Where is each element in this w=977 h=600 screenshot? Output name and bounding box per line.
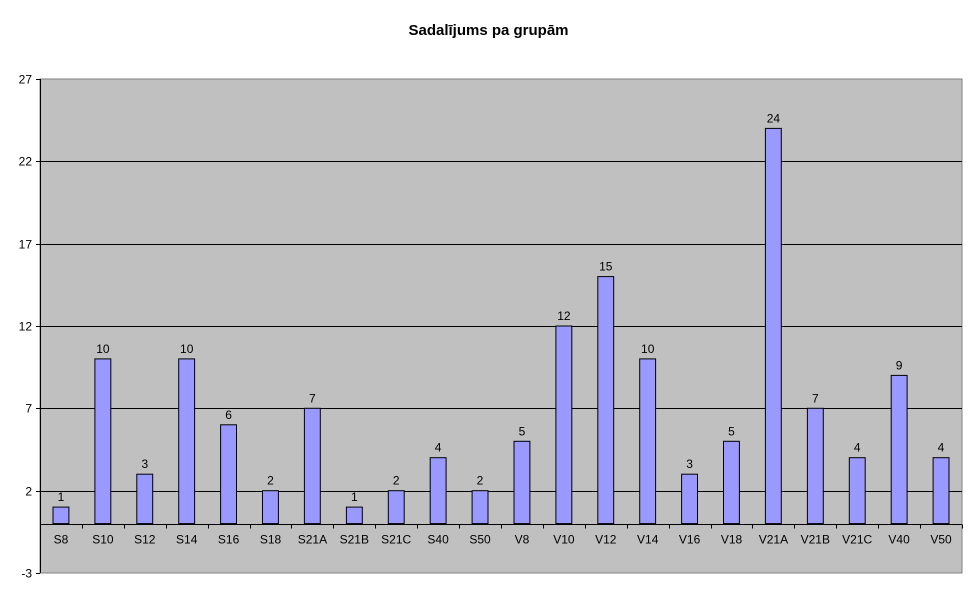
- bar-S21B: [345, 506, 363, 525]
- bar-V18: [723, 440, 740, 525]
- bar-V21A: [764, 127, 782, 525]
- y-tick-label: 12: [19, 320, 33, 334]
- category-label-V18: V18: [721, 533, 743, 547]
- category-label-S21B: S21B: [340, 533, 369, 547]
- category-label-V50: V50: [930, 533, 952, 547]
- data-label-V21B: 7: [812, 391, 819, 405]
- data-label-V8: 5: [519, 424, 526, 438]
- data-label-S40: 4: [435, 441, 442, 455]
- category-label-S14: S14: [176, 533, 198, 547]
- bar-S18: [262, 490, 279, 525]
- bar-V12: [597, 276, 615, 525]
- category-label-S50: S50: [469, 533, 491, 547]
- data-label-V50: 4: [938, 441, 945, 455]
- category-label-S16: S16: [218, 533, 240, 547]
- category-label-V40: V40: [888, 533, 910, 547]
- category-label-V12: V12: [595, 533, 617, 547]
- category-label-S8: S8: [54, 533, 69, 547]
- y-tick-label: 17: [19, 238, 33, 252]
- category-label-S18: S18: [260, 533, 282, 547]
- category-label-V16: V16: [679, 533, 701, 547]
- category-label-V21A: V21A: [759, 533, 788, 547]
- y-tick-label: 7: [25, 402, 32, 416]
- category-label-V10: V10: [553, 533, 575, 547]
- data-label-V18: 5: [728, 424, 735, 438]
- category-label-S21C: S21C: [381, 533, 411, 547]
- data-label-S18: 2: [267, 474, 274, 488]
- data-label-S21A: 7: [309, 391, 316, 405]
- category-label-V21C: V21C: [842, 533, 872, 547]
- category-label-S40: S40: [427, 533, 449, 547]
- data-label-V21C: 4: [854, 441, 861, 455]
- bar-V21C: [848, 457, 866, 525]
- y-tick-label: 27: [19, 73, 33, 87]
- bar-V8: [513, 440, 531, 525]
- data-label-V21A: 24: [767, 111, 781, 125]
- chart-title: Sadalījums pa grupām: [408, 22, 569, 39]
- data-label-V14: 10: [641, 342, 655, 356]
- category-label-S21A: S21A: [298, 533, 327, 547]
- bar-S8: [52, 506, 70, 525]
- bar-S12: [136, 473, 154, 525]
- data-label-S21C: 2: [393, 474, 400, 488]
- bar-S16: [220, 424, 238, 525]
- category-label-V8: V8: [515, 533, 530, 547]
- y-tick-label: -3: [21, 567, 32, 581]
- data-label-S10: 10: [96, 342, 110, 356]
- data-label-S12: 3: [141, 457, 148, 471]
- bar-V16: [681, 473, 698, 525]
- bar-V21B: [806, 407, 824, 525]
- y-tick-label: 22: [19, 155, 33, 169]
- category-label-V14: V14: [637, 533, 659, 547]
- bar-S50: [471, 490, 489, 525]
- bar-V50: [932, 457, 950, 525]
- category-label-S12: S12: [134, 533, 156, 547]
- bar-S21C: [387, 490, 405, 525]
- data-label-S21B: 1: [351, 490, 358, 504]
- data-label-V12: 15: [599, 260, 613, 274]
- data-label-V40: 9: [896, 358, 903, 372]
- bar-V10: [555, 325, 573, 525]
- data-label-S16: 6: [225, 408, 232, 422]
- bar-S10: [94, 358, 112, 525]
- bar-V40: [890, 374, 908, 525]
- data-label-S8: 1: [58, 490, 65, 504]
- category-label-V21B: V21B: [801, 533, 830, 547]
- data-label-V16: 3: [686, 457, 693, 471]
- bar-S14: [178, 358, 196, 525]
- category-label-S10: S10: [92, 533, 114, 547]
- bar-S21A: [303, 407, 321, 525]
- data-label-S50: 2: [477, 474, 484, 488]
- y-tick-label: 2: [25, 485, 32, 499]
- bar-V14: [639, 358, 657, 525]
- bar-S40: [429, 457, 447, 525]
- data-label-V10: 12: [557, 309, 571, 323]
- data-label-S14: 10: [180, 342, 194, 356]
